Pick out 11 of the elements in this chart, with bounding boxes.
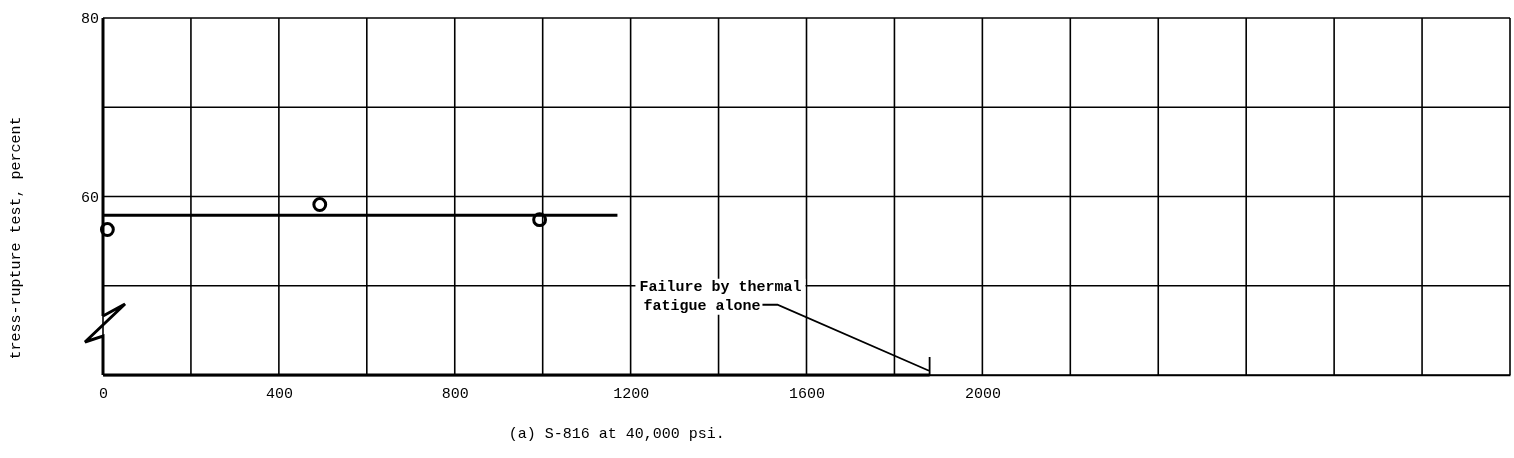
x-tick-label: 1200: [613, 385, 650, 403]
text: (a) S-816 at 40,000 psi.: [508, 426, 725, 443]
x-tick-label: 400: [265, 385, 293, 403]
x-tick-label: 0: [98, 385, 109, 403]
x-tick-label: 2000: [964, 385, 1001, 403]
annotation: Failure by thermal fatigue alone: [639, 278, 802, 315]
x-tick-label: 1600: [788, 385, 826, 403]
y-axis-title: tress-rupture test, percent: [8, 116, 25, 360]
y-tick-label: 80: [80, 11, 99, 29]
x-tick-label: 800: [441, 385, 469, 403]
y-tick-label: 60: [80, 189, 99, 207]
